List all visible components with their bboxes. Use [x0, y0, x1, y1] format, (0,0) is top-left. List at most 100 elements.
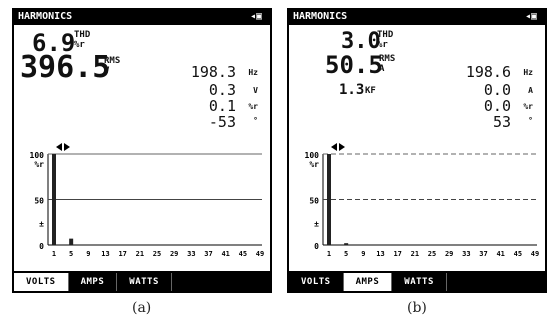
rms-label: RMS — [379, 54, 396, 64]
harmonic-bar — [52, 154, 56, 245]
harmonic-bar — [344, 243, 349, 245]
x-tick-label: 17 — [118, 250, 126, 258]
x-tick-label: 45 — [514, 250, 522, 258]
x-tick-label: 25 — [428, 250, 436, 258]
title-bar: HARMONICS ◂▣ — [289, 10, 545, 24]
tab-volts[interactable]: VOLTS — [14, 273, 69, 291]
reading-2-unit: A — [528, 86, 533, 95]
x-tick-label: 33 — [187, 250, 195, 258]
harmonics-chart-svg: 100%r 50 ±01 5 9 13 17 21 25 29 33 37 41 45 49 — [30, 143, 264, 258]
tab-amps[interactable]: AMPS — [69, 273, 118, 291]
battery-icon: ◂▣ — [249, 11, 262, 22]
reading-2: 0.3 — [208, 81, 236, 99]
readouts: 3.0 THD %r 50.5 RMS A 1.3 KF 198.6 Hz 0.… — [289, 25, 545, 140]
reading-frequency-unit: Hz — [248, 68, 258, 77]
screen-title: HARMONICS — [293, 11, 348, 22]
x-tick-label: 5 — [69, 250, 73, 258]
x-tick-label: 33 — [462, 250, 470, 258]
thd-label: THD — [74, 30, 91, 40]
y-tick-label: 50 — [309, 197, 319, 206]
y-tick-label: 100 — [30, 151, 45, 160]
reading-frequency: 198.6 — [465, 63, 511, 81]
k-factor-unit: KF — [365, 86, 376, 96]
tab-volts[interactable]: VOLTS — [289, 273, 344, 291]
harmonics-chart: 100 %r 50 ±0 1 5 9 13 17 21 25 29 33 37 41 45 49 — [289, 140, 545, 271]
x-tick-label: 49 — [256, 250, 264, 258]
title-bar: HARMONICS ◂▣ — [14, 10, 270, 24]
thd-value: 6.9 — [32, 29, 76, 57]
readouts: 6.9 THD %r 396.5 RMS V 198.3 Hz 0.3 V 0.… — [14, 25, 270, 140]
cursor-left-arrow — [56, 143, 62, 151]
screen-area: 3.0 THD %r 50.5 RMS A 1.3 KF 198.6 Hz 0.… — [289, 25, 545, 271]
screen-area: 6.9 THD %r 396.5 RMS V 198.3 Hz 0.3 V 0.… — [14, 25, 270, 271]
x-tick-label: 37 — [204, 250, 212, 258]
x-tick-label: 37 — [479, 250, 487, 258]
rms-label: RMS — [104, 56, 121, 66]
harmonics-chart-svg: 100%r 50 ±01 5 9 13 17 21 25 29 33 37 41 45 49 — [305, 143, 539, 258]
rms-unit: V — [104, 66, 110, 76]
x-tick-label: 9 — [86, 250, 90, 258]
thd-unit: %r — [377, 40, 388, 50]
x-tick-label: 25 — [153, 250, 161, 258]
x-tick-label: 1 — [52, 250, 56, 258]
reading-2: 0.0 — [483, 81, 511, 99]
x-tick-label: 13 — [376, 250, 384, 258]
thd-value: 3.0 — [341, 29, 381, 54]
harmonics-screen-volts: HARMONICS ◂▣ 6.9 THD %r 396.5 RMS V 198.… — [12, 8, 272, 293]
battery-icon: ◂▣ — [524, 11, 537, 22]
thd-label: THD — [377, 30, 394, 40]
x-tick-label: 5 — [344, 250, 348, 258]
y-tick-label: %r — [309, 160, 319, 169]
y-tick-label: 50 — [34, 197, 44, 206]
reading-phase: 53 — [492, 113, 511, 131]
harmonic-bar — [69, 238, 74, 245]
x-tick-label: 13 — [101, 250, 109, 258]
reading-3-unit: %r — [523, 102, 533, 111]
tab-bar: VOLTS AMPS WATTS — [289, 273, 545, 291]
y-tick-label: 0 — [39, 242, 44, 251]
rms-value: 396.5 — [20, 50, 111, 85]
x-tick-label: 29 — [445, 250, 453, 258]
tab-watts[interactable]: WATTS — [392, 273, 447, 291]
x-tick-label: 1 — [327, 250, 331, 258]
rms-unit: A — [379, 64, 385, 74]
x-tick-label: 45 — [239, 250, 247, 258]
x-tick-label: 49 — [531, 250, 539, 258]
y-tick-label: ± — [314, 219, 319, 228]
reading-3-unit: %r — [248, 102, 258, 111]
reading-phase-unit: ° — [253, 116, 258, 125]
x-tick-label: 41 — [221, 250, 229, 258]
harmonics-chart: 100 %r 50 ±0 1 5 9 13 17 21 25 29 33 37 41 45 49 — [14, 140, 270, 271]
y-tick-label: ± — [39, 219, 44, 228]
reading-2-unit: V — [253, 86, 258, 95]
caption-a: (a) — [132, 300, 152, 316]
x-tick-label: 21 — [411, 250, 419, 258]
x-tick-label: 29 — [170, 250, 178, 258]
reading-phase-unit: ° — [528, 116, 533, 125]
harmonics-screen-amps: HARMONICS ◂▣ 3.0 THD %r 50.5 RMS A 1.3 K… — [287, 8, 547, 293]
tab-watts[interactable]: WATTS — [117, 273, 172, 291]
reading-3: 0.1 — [208, 97, 236, 115]
rms-value: 50.5 — [325, 51, 383, 79]
y-tick-label: %r — [34, 160, 44, 169]
tab-amps[interactable]: AMPS — [343, 273, 393, 291]
x-tick-label: 9 — [361, 250, 365, 258]
cursor-right-arrow — [339, 143, 345, 151]
reading-3: 0.0 — [483, 97, 511, 115]
x-tick-label: 41 — [496, 250, 504, 258]
x-tick-label: 21 — [136, 250, 144, 258]
screen-title: HARMONICS — [18, 11, 73, 22]
harmonic-bar — [327, 154, 331, 245]
reading-frequency-unit: Hz — [523, 68, 533, 77]
k-factor-value: 1.3 — [339, 82, 365, 98]
cursor-left-arrow — [331, 143, 337, 151]
y-tick-label: 0 — [314, 242, 319, 251]
tab-bar: VOLTS AMPS WATTS — [14, 273, 270, 291]
y-tick-label: 100 — [305, 151, 320, 160]
thd-unit: %r — [74, 40, 85, 50]
caption-b: (b) — [407, 300, 427, 316]
x-tick-label: 17 — [393, 250, 401, 258]
reading-phase: -53 — [208, 113, 236, 131]
reading-frequency: 198.3 — [190, 63, 236, 81]
cursor-right-arrow — [64, 143, 70, 151]
